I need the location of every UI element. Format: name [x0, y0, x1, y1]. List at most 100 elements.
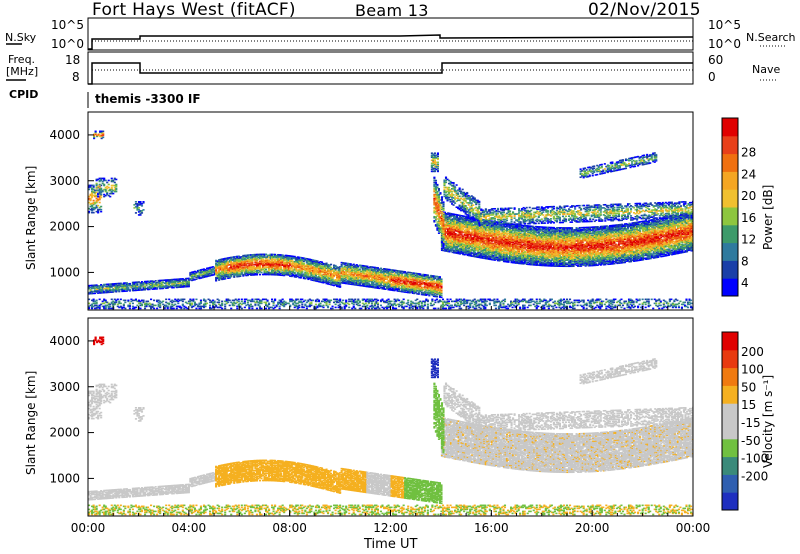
- power-cell: [221, 278, 224, 281]
- power-cell: [278, 305, 281, 308]
- power-cell: [361, 282, 364, 284]
- power-cell: [340, 271, 343, 274]
- power-cell: [239, 275, 242, 278]
- power-cell: [184, 284, 187, 287]
- power-cell: [283, 257, 286, 260]
- power-cell: [234, 255, 237, 258]
- power-cell: [166, 302, 169, 305]
- power-cell: [361, 267, 364, 270]
- power-cell: [98, 195, 101, 198]
- power-cell: [345, 268, 348, 271]
- power-cell: [382, 279, 386, 281]
- power-cell: [325, 280, 328, 283]
- power-cell: [354, 300, 357, 303]
- power-cell: [218, 278, 221, 280]
- power-cell: [334, 280, 337, 282]
- power-cell: [281, 260, 284, 262]
- power-cell: [449, 307, 452, 310]
- power-cell: [429, 304, 432, 307]
- power-cell: [93, 135, 96, 138]
- power-cell: [237, 304, 240, 307]
- power-cell: [345, 304, 348, 307]
- power-cell: [420, 289, 423, 292]
- power-cell: [351, 298, 354, 301]
- power-cell: [221, 277, 224, 280]
- power-cell: [233, 269, 236, 271]
- power-cell: [422, 292, 425, 295]
- power-cell: [385, 285, 389, 288]
- power-cell: [420, 283, 423, 286]
- power-cell: [228, 276, 231, 278]
- power-cell: [174, 281, 177, 284]
- power-cell: [326, 306, 330, 309]
- power-cell: [366, 267, 369, 270]
- power-cell: [346, 282, 349, 285]
- power-cell: [278, 260, 281, 262]
- power-cell: [529, 304, 532, 307]
- power-cell: [398, 276, 401, 278]
- power-cell: [376, 268, 379, 270]
- power-cell: [438, 291, 442, 293]
- power-cell: [590, 302, 593, 305]
- power-cell: [308, 262, 311, 265]
- power-cell: [162, 285, 165, 288]
- power-cell: [528, 299, 531, 302]
- power-cell: [281, 264, 284, 267]
- power-cell: [443, 301, 446, 304]
- power-cell: [94, 307, 97, 310]
- power-cell: [311, 261, 314, 263]
- power-cell: [411, 280, 414, 282]
- power-cell: [379, 304, 383, 307]
- power-cell: [212, 268, 215, 270]
- power-cell: [292, 262, 295, 265]
- power-cell: [301, 273, 304, 275]
- power-cell: [369, 275, 372, 277]
- nsearch-tick-high: 10^5: [708, 18, 741, 32]
- power-cell: [401, 300, 404, 303]
- power-cell: [331, 281, 334, 283]
- power-cell: [404, 275, 407, 277]
- power-cell: [398, 275, 401, 277]
- power-cell: [91, 192, 94, 195]
- power-cell: [251, 261, 254, 263]
- power-cell: [413, 302, 416, 305]
- power-cell: [404, 289, 407, 291]
- power-cell: [248, 258, 251, 260]
- power-cell: [381, 286, 384, 289]
- power-cell: [414, 284, 417, 287]
- power-cell: [242, 302, 245, 305]
- power-cell: [255, 262, 258, 265]
- power-cell: [230, 258, 233, 261]
- power-cell: [345, 278, 348, 281]
- power-cell: [381, 287, 384, 290]
- power-cell: [251, 256, 254, 258]
- power-cell: [339, 270, 342, 272]
- power-cell: [293, 265, 296, 268]
- power-cell: [337, 276, 340, 279]
- power-cell: [240, 258, 243, 260]
- power-cell: [443, 243, 447, 246]
- power-cell: [207, 298, 210, 301]
- power-cell: [104, 289, 107, 292]
- power-cell: [366, 276, 369, 279]
- power-cell: [307, 262, 310, 264]
- power-cell: [503, 300, 507, 303]
- power-cell: [165, 284, 168, 286]
- power-cell: [333, 275, 336, 278]
- power-cell: [240, 260, 243, 262]
- power-cell: [224, 262, 227, 265]
- power-cell: [396, 286, 399, 288]
- power-cell: [408, 288, 411, 291]
- power-cell: [277, 273, 280, 275]
- power-cell: [417, 274, 420, 276]
- power-cell: [107, 305, 110, 308]
- power-cell: [278, 302, 281, 305]
- power-cell: [163, 306, 166, 309]
- power-cell: [387, 286, 390, 289]
- power-cell: [199, 307, 203, 310]
- power-cell: [190, 305, 193, 308]
- power-cell: [272, 265, 275, 268]
- power-cell: [399, 304, 402, 307]
- power-cell: [311, 272, 314, 274]
- power-cell: [207, 275, 210, 277]
